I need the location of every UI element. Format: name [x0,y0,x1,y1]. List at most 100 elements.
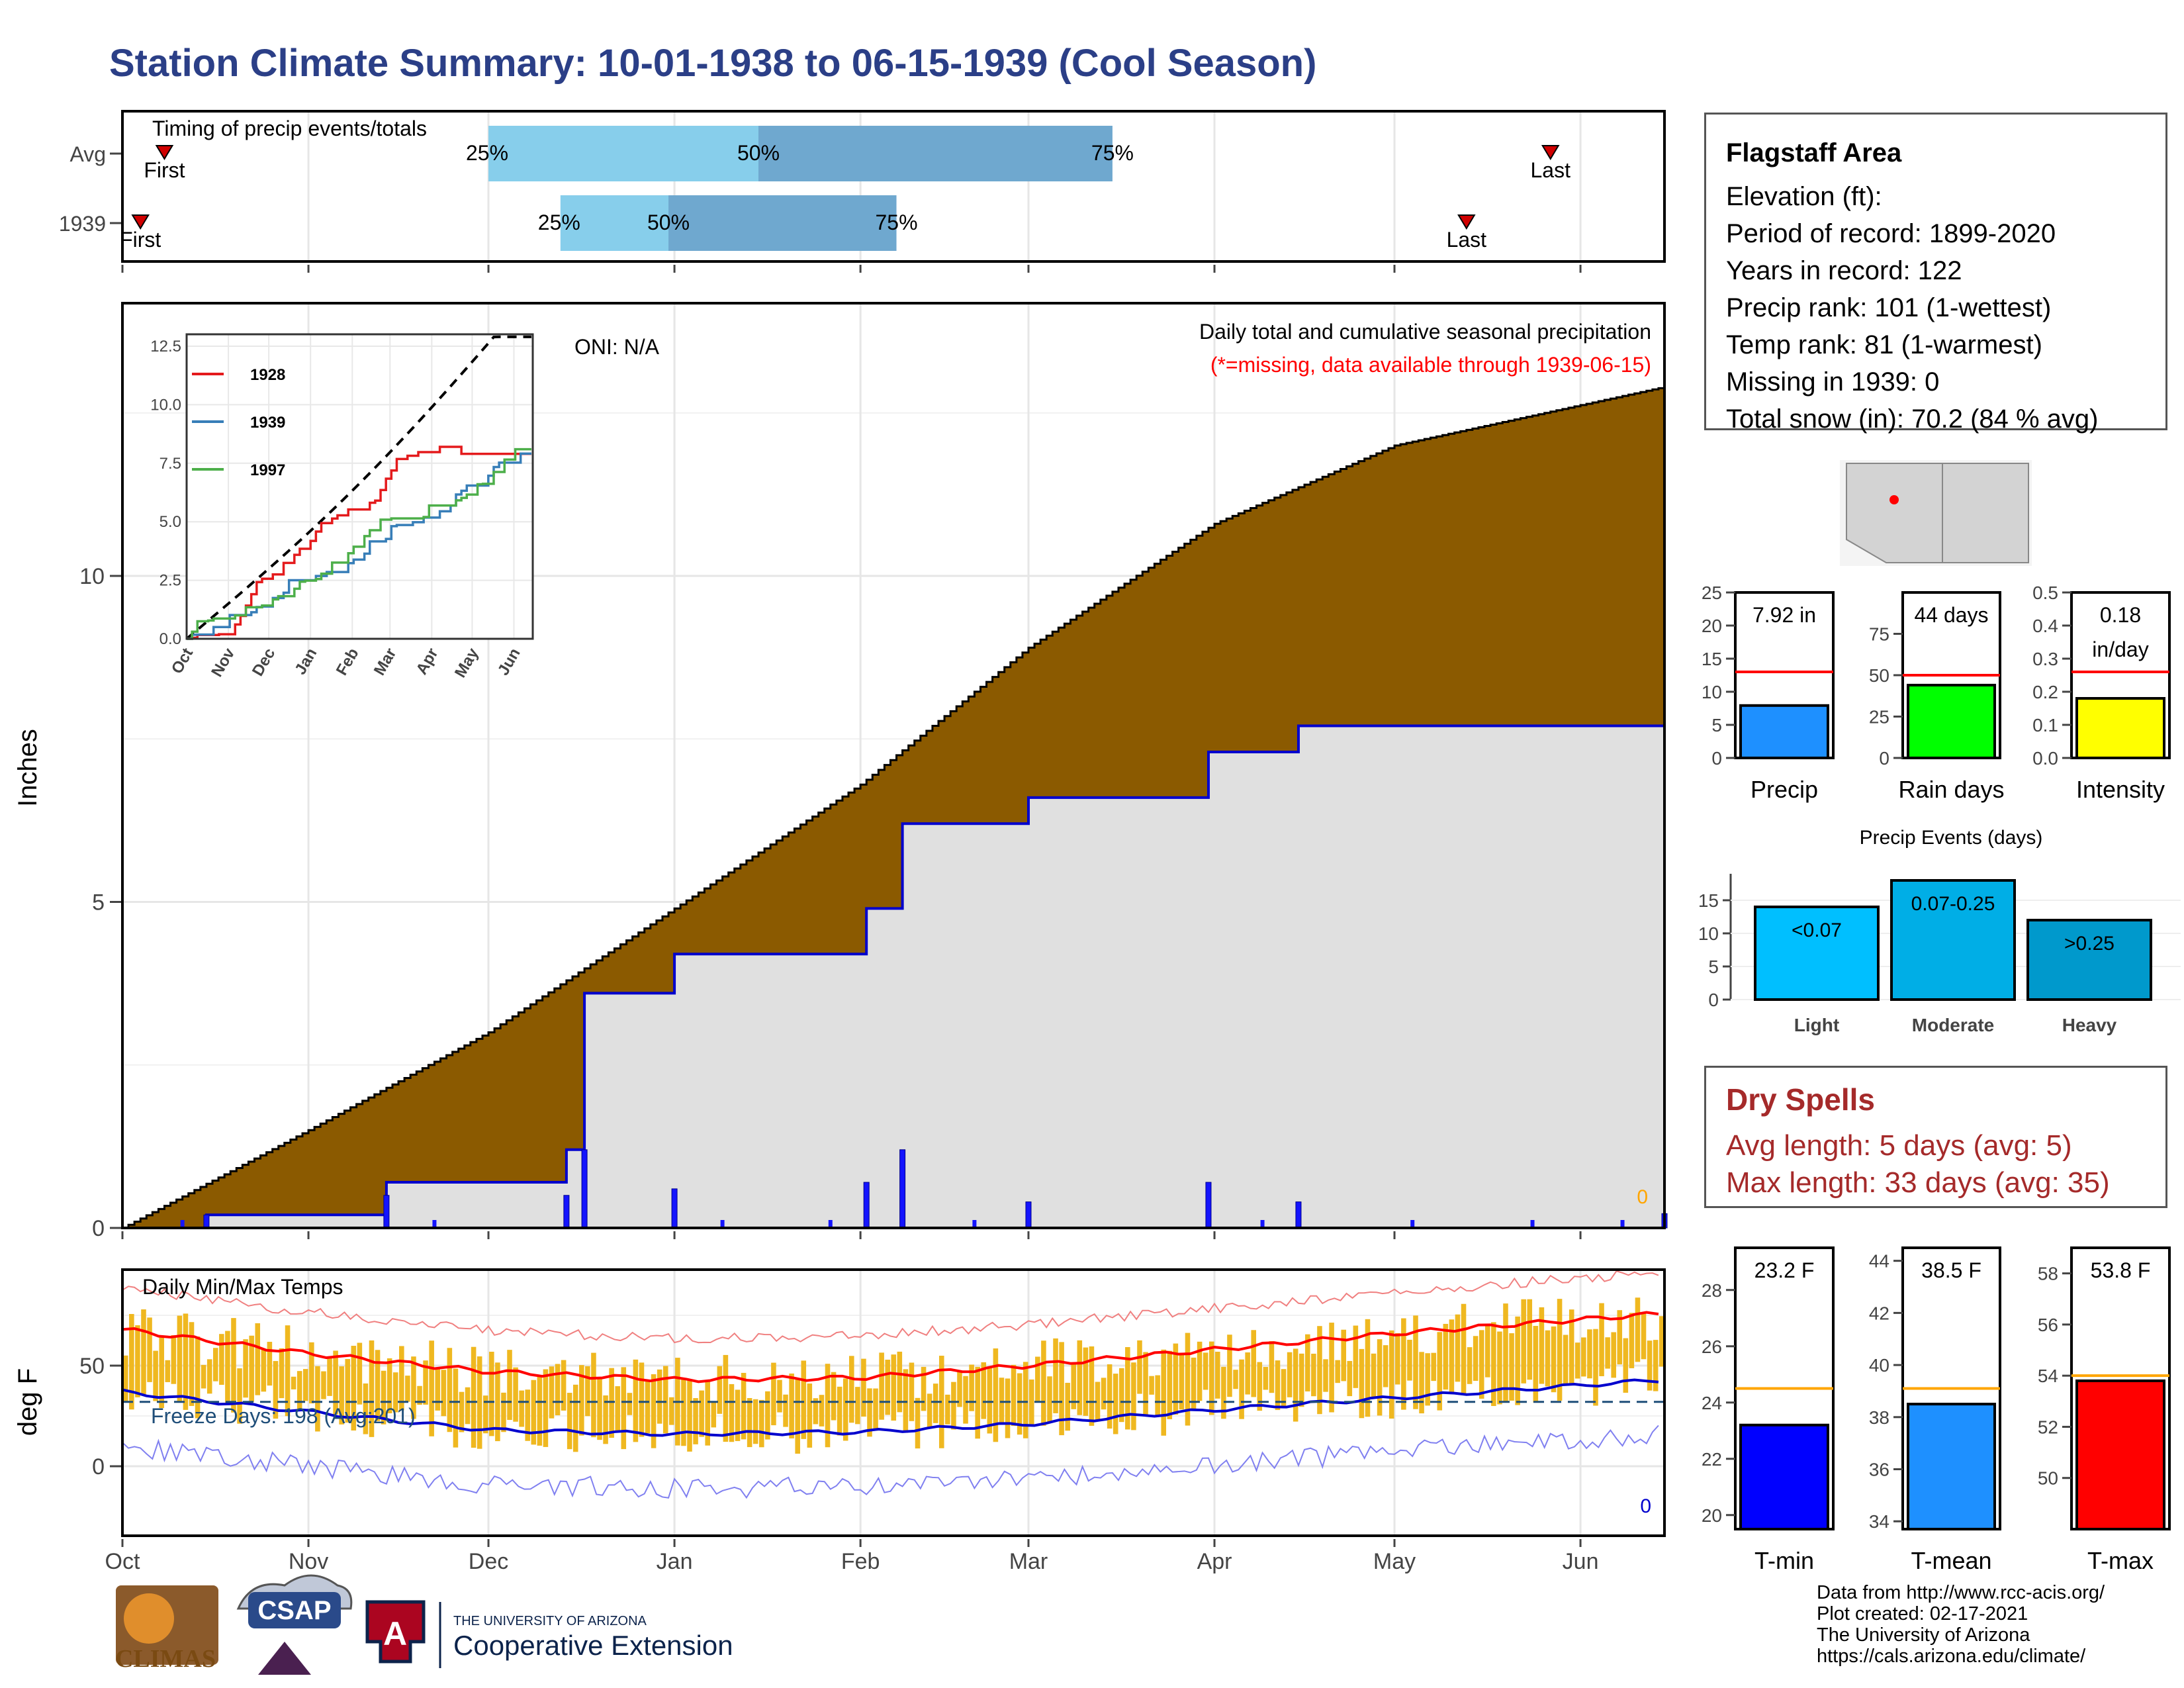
daily-temp-bar [482,1395,488,1434]
daily-temp-bar [867,1388,872,1437]
gauge-tick: 44 [1869,1251,1889,1272]
event-bar-label: >0.25 [2064,933,2115,955]
daily-temp-bar [572,1384,578,1452]
daily-temp-bar [1623,1338,1629,1393]
daily-temp-bar [219,1334,224,1385]
gauge-tick: 0.2 [2032,682,2058,702]
page-title: Station Climate Summary: 10-01-1938 to 0… [109,42,1317,85]
daily-temp-bar [206,1359,212,1394]
daily-temp-bar [633,1359,639,1442]
gauge-rain-days-value: 44 days [1914,603,1988,627]
station-line: Elevation (ft): [1726,182,1882,211]
daily-temp-bar [693,1398,698,1444]
daily-temp-bar [687,1380,692,1452]
daily-temp-bar [1275,1360,1281,1411]
y-tick-label: 0 [92,1216,105,1241]
daily-temp-bar [489,1352,494,1436]
event-bar-light [1754,906,1880,1001]
station-line: Missing in 1939: 0 [1726,367,1940,397]
daily-temp-bar [1635,1297,1641,1362]
gauge-tick: 15 [1702,649,1722,669]
inset-y-tick: 5.0 [159,513,181,531]
gauge-tick: 22 [1702,1449,1722,1470]
gauge-intensity-value: in/day [2092,637,2148,661]
gauge-tick: 24 [1702,1393,1722,1413]
gauge-rain-days-bar [1907,684,1996,759]
last-marker [1541,145,1560,160]
event-bar-moderate [1890,879,2016,1001]
daily-temp-bar [1551,1326,1557,1393]
avg-max-line [122,1311,1659,1383]
gauge-tick: 58 [2038,1264,2058,1284]
daily-temp-bar [411,1356,416,1419]
event-category: Heavy [2062,1015,2117,1035]
daily-temp-bar [159,1336,164,1409]
daily-temp-bar [891,1354,897,1421]
gauge-tick: 75 [1869,624,1889,645]
daily-temp-bar [1455,1314,1461,1382]
credit-line: The University of Arizona [1817,1624,2030,1646]
daily-temp-bar [315,1366,320,1432]
daily-temp-bar [747,1398,752,1448]
daily-temp-bar [861,1358,866,1417]
daily-temp-bar [1023,1362,1028,1438]
arizona-shape [1846,463,1943,563]
events-tick: 15 [1698,890,1719,911]
events-panel: Precip Events (days) 0 5 10 15 <0.07 Light 0.07… [1698,827,2181,1035]
new-mexico-shape [1942,463,2029,563]
daily-temp-bar [1287,1352,1293,1397]
daily-temp-bar [987,1368,993,1434]
daily-temp-bar [1311,1353,1316,1397]
daily-temp-bar [1113,1374,1118,1434]
gauge-tick: 50 [2038,1468,2058,1489]
csap-logo-text: CSAP [257,1596,331,1625]
daily-temp-bar [537,1376,543,1446]
daily-temp-bar [1587,1329,1592,1379]
daily-temp-bar [645,1380,651,1434]
precip-frame [121,302,1666,1229]
daily-temp-bar [381,1370,387,1425]
gauge-intensity-label: Intensity [2076,776,2165,803]
daily-temp-bar [579,1365,584,1436]
daily-temp-bar [417,1385,422,1405]
daily-temp-bar [1641,1312,1647,1360]
daily-temp-bar [831,1372,837,1421]
daily-temp-bar [309,1342,314,1404]
ua-line2: Cooperative Extension [453,1630,733,1661]
daily-temp-bar [225,1331,230,1405]
daily-precip-bar [432,1220,437,1228]
oni-label: ONI: N/A [574,335,660,359]
gauge-tick: 0 [1879,748,1889,769]
daily-temp-bar [783,1394,788,1427]
temp-gauge-t-min-value: 23.2 F [1754,1258,1815,1282]
daily-temp-bar [789,1373,794,1438]
daily-precip-bar [180,1220,185,1228]
daily-temp-bar [765,1391,770,1440]
daily-temp-bar [1575,1342,1580,1379]
inset-frame [185,333,534,640]
daily-temp-bar [1377,1339,1383,1416]
daily-temp-bar [1545,1330,1551,1387]
dry-spells-max: Max length: 33 days (avg: 35) [1726,1166,2110,1199]
last-marker [1457,214,1476,230]
gauge-tick: 40 [1869,1355,1889,1376]
logos: CLIMAS CSAP A THE UNIVERSITY OF ARIZONA Coop… [115,1574,733,1675]
daily-temp-bar [1191,1357,1197,1410]
daily-temp-bar [171,1335,177,1384]
daily-temp-bar [501,1392,506,1432]
daily-temp-bar [237,1368,242,1424]
daily-temp-bar [513,1367,518,1422]
daily-temp-bar [1533,1325,1539,1403]
daily-temp-bar [963,1376,968,1424]
daily-temp-bar [1431,1352,1436,1382]
daily-temp-bar [1647,1340,1653,1391]
daily-temp-bar [752,1399,758,1444]
daily-precip-bar [1620,1220,1625,1228]
gauge-tick: 20 [1702,1505,1722,1526]
daily-temp-bar [1563,1335,1569,1384]
temp-gauge-panels: 20 22 24 26 28 23.2 F T-min 34 36 38 40 42 44 38.5 F T… [1702,1246,2171,1574]
daily-precip-bar [1530,1220,1535,1228]
gauge-tick: 28 [1702,1280,1722,1301]
record-high-line [122,1270,1659,1344]
timing-bar-25-50 [488,126,759,181]
